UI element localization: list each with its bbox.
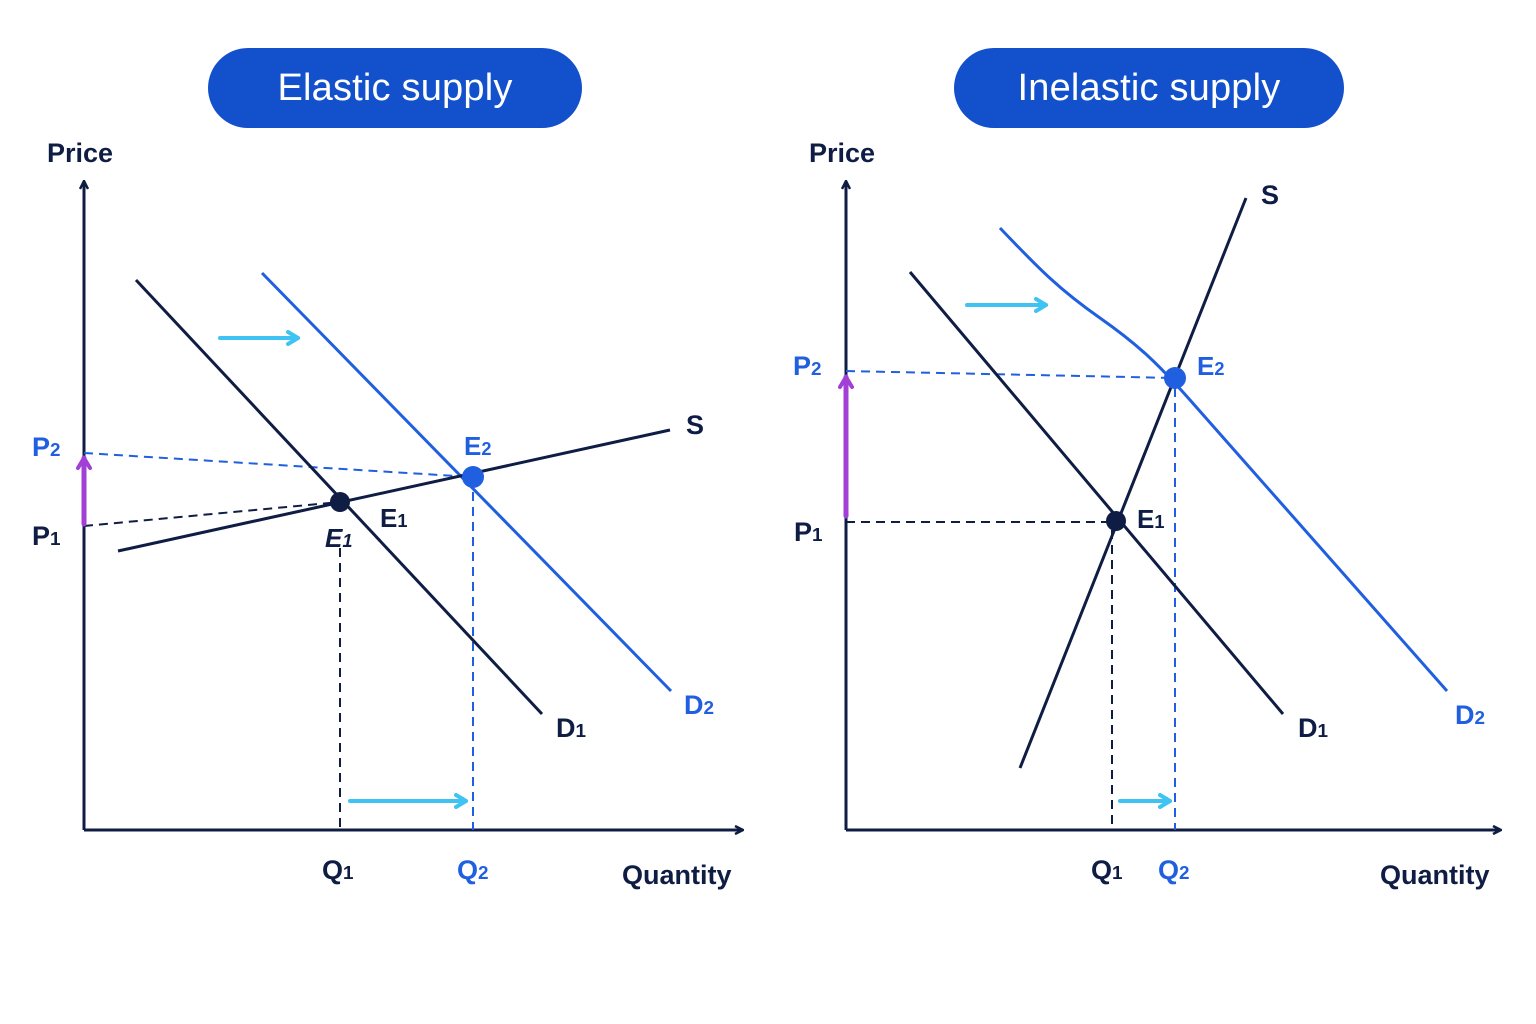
elastic-panel: Price Quantity S D1 D2 E1 E1 E2 P1 P2 Q1… [32,138,742,890]
elastic-p1-guide [83,501,341,527]
elastic-y-axis-label: Price [47,138,113,168]
elastic-title-badge: Elastic supply [208,48,582,128]
inelastic-p2-guide [845,370,1176,379]
inelastic-equilibrium-e2 [1164,367,1186,389]
inelastic-supply-label: S [1261,180,1279,210]
elastic-equilibrium-e2 [462,466,484,488]
inelastic-x-axis-label: Quantity [1380,860,1490,890]
elastic-supply-label: S [686,410,704,440]
inelastic-e2-label: E2 [1197,351,1224,381]
elastic-q1-label: Q1 [322,855,354,885]
inelastic-title-badge: Inelastic supply [954,48,1344,128]
elastic-equilibrium-e1 [330,492,350,512]
inelastic-d2-label: D2 [1455,700,1485,730]
elastic-d2-label: D2 [684,690,714,720]
inelastic-p1-label: P1 [794,517,823,547]
inelastic-panel: Price Quantity S D1 D2 E1 E2 P1 P2 Q1 Q2 [793,138,1500,890]
elastic-q2-label: Q2 [457,855,489,885]
elastic-title: Elastic supply [277,66,513,109]
inelastic-y-axis-label: Price [809,138,875,168]
inelastic-q1-label: Q1 [1091,855,1123,885]
elastic-supply-curve [117,428,671,553]
inelastic-equilibrium-e1 [1106,511,1126,531]
elastic-d1-label: D1 [556,713,586,743]
elastic-e1-label: E1 [380,503,407,533]
elastic-e2-label: E2 [464,431,491,461]
inelastic-title: Inelastic supply [1017,66,1281,109]
inelastic-demand-curve-d1 [908,271,1285,715]
elastic-p1-label: P1 [32,521,61,551]
elastic-x-axis-label: Quantity [622,860,732,890]
inelastic-d1-label: D1 [1298,713,1328,743]
elastic-p2-guide [83,452,473,478]
inelastic-p2-label: P2 [793,351,822,381]
elastic-e1-label-duplicate: E1 [325,523,352,553]
inelastic-supply-curve [1018,197,1248,769]
inelastic-e1-label: E1 [1137,504,1164,534]
elastic-p2-label: P2 [32,432,61,462]
inelastic-q2-label: Q2 [1158,855,1190,885]
